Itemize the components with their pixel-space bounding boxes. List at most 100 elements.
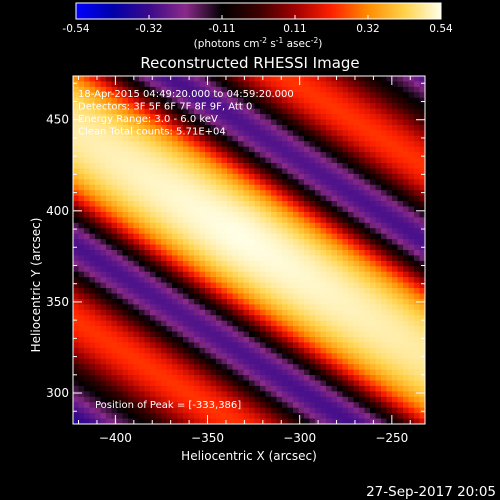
heatmap-cell xyxy=(172,233,179,240)
heatmap-cell xyxy=(359,277,366,284)
heatmap-cell xyxy=(128,304,135,311)
heatmap-cell xyxy=(364,402,371,409)
heatmap-cell xyxy=(331,298,338,305)
heatmap-cell xyxy=(111,222,118,229)
heatmap-cell xyxy=(194,152,201,159)
heatmap-cell xyxy=(320,168,327,175)
heatmap-cell xyxy=(238,298,245,305)
heatmap-cell xyxy=(397,233,404,240)
heatmap-cell xyxy=(139,179,146,186)
heatmap-cell xyxy=(298,119,305,126)
heatmap-cell xyxy=(122,342,129,349)
heatmap-cell xyxy=(89,315,96,322)
heatmap-cell xyxy=(122,418,129,424)
heatmap-cell xyxy=(100,380,107,387)
heatmap-cell xyxy=(221,396,228,403)
heatmap-cell xyxy=(155,260,162,267)
heatmap-cell xyxy=(183,380,190,387)
heatmap-cell xyxy=(287,282,294,289)
heatmap-cell xyxy=(111,81,118,88)
heatmap-cell xyxy=(199,342,206,349)
heatmap-cell xyxy=(232,86,239,93)
heatmap-cell xyxy=(100,358,107,365)
heatmap-cell xyxy=(100,293,107,300)
heatmap-cell xyxy=(172,293,179,300)
heatmap-cell xyxy=(254,407,261,414)
heatmap-cell xyxy=(216,364,223,371)
heatmap-cell xyxy=(315,385,322,392)
heatmap-cell xyxy=(392,315,399,322)
heatmap-cell xyxy=(183,222,190,229)
heatmap-cell xyxy=(298,206,305,213)
heatmap-cell xyxy=(265,173,272,180)
heatmap-cell xyxy=(287,402,294,409)
heatmap-cell xyxy=(331,282,338,289)
heatmap-cell xyxy=(304,114,311,121)
heatmap-cell xyxy=(216,315,223,322)
heatmap-cell xyxy=(84,326,91,333)
heatmap-cell xyxy=(166,119,173,126)
heatmap-cell xyxy=(144,320,151,327)
heatmap-cell xyxy=(309,173,316,180)
heatmap-cell xyxy=(73,255,80,262)
heatmap-cell xyxy=(73,86,80,93)
heatmap-cell xyxy=(100,385,107,392)
heatmap-cell xyxy=(298,309,305,316)
heatmap-cell xyxy=(73,271,80,278)
y-tick-label: 300 xyxy=(46,386,69,400)
heatmap-cell xyxy=(364,195,371,202)
heatmap-cell xyxy=(243,201,250,208)
heatmap-cell xyxy=(155,391,162,398)
heatmap-cell xyxy=(260,342,267,349)
heatmap-cell xyxy=(221,222,228,229)
heatmap-cell xyxy=(155,135,162,142)
heatmap-cell xyxy=(403,217,410,224)
heatmap-cell xyxy=(359,255,366,262)
heatmap-cell xyxy=(122,402,129,409)
heatmap-cell xyxy=(216,97,223,104)
heatmap-cell xyxy=(381,217,388,224)
heatmap-cell xyxy=(232,298,239,305)
heatmap-cell xyxy=(249,157,256,164)
heatmap-cell xyxy=(249,119,256,126)
heatmap-cell xyxy=(150,380,157,387)
heatmap-cell xyxy=(232,347,239,354)
heatmap-cell xyxy=(353,385,360,392)
heatmap-cell xyxy=(309,315,316,322)
heatmap-cell xyxy=(287,92,294,99)
heatmap-cell xyxy=(89,391,96,398)
heatmap-cell xyxy=(227,380,234,387)
heatmap-cell xyxy=(271,375,278,382)
heatmap-cell xyxy=(359,92,366,99)
heatmap-cell xyxy=(282,157,289,164)
heatmap-cell xyxy=(84,124,91,131)
chart-title: Reconstructed RHESSI Image xyxy=(140,54,359,72)
heatmap-cell xyxy=(177,250,184,257)
heatmap-cell xyxy=(309,385,316,392)
heatmap-cell xyxy=(194,184,201,191)
heatmap-cell xyxy=(320,342,327,349)
heatmap-cell xyxy=(403,211,410,218)
heatmap-cell xyxy=(309,222,316,229)
heatmap-cell xyxy=(276,211,283,218)
heatmap-cell xyxy=(216,255,223,262)
heatmap-cell xyxy=(315,244,322,251)
heatmap-cell xyxy=(95,108,102,115)
heatmap-cell xyxy=(298,211,305,218)
heatmap-cell xyxy=(364,331,371,338)
heatmap-cell xyxy=(392,413,399,420)
heatmap-cell xyxy=(359,396,366,403)
heatmap-cell xyxy=(183,255,190,262)
heatmap-cell xyxy=(381,239,388,246)
heatmap-cell xyxy=(353,266,360,273)
heatmap-cell xyxy=(216,282,223,289)
heatmap-cell xyxy=(265,326,272,333)
heatmap-cell xyxy=(84,114,91,121)
heatmap-cell xyxy=(254,396,261,403)
heatmap-cell xyxy=(298,255,305,262)
heatmap-cell xyxy=(205,184,212,191)
heatmap-cell xyxy=(100,206,107,213)
heatmap-cell xyxy=(265,282,272,289)
heatmap-cell xyxy=(414,163,421,170)
heatmap-cell xyxy=(166,168,173,175)
